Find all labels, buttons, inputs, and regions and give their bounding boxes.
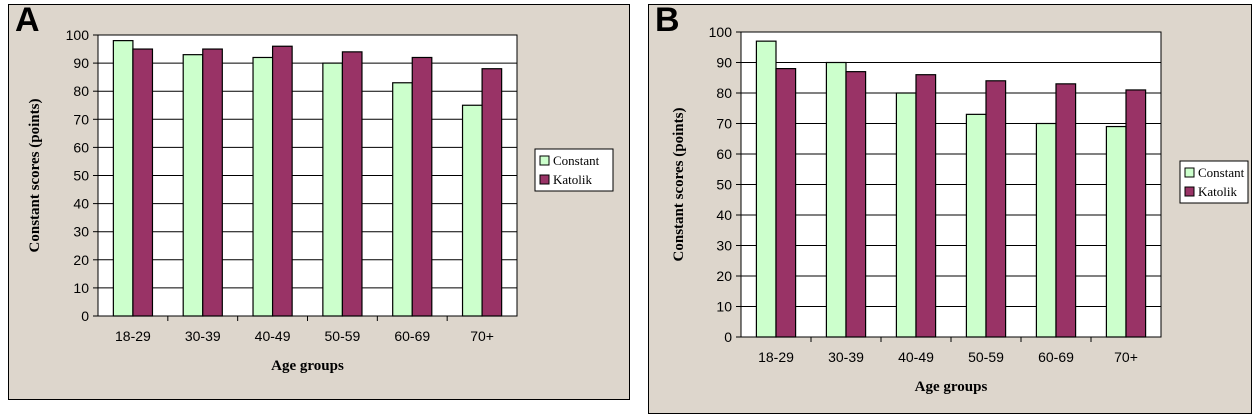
y-tick-label: 80 — [73, 83, 89, 99]
y-tick-label: 30 — [716, 238, 732, 254]
x-tick-label: 70+ — [470, 328, 494, 344]
y-tick-label: 70 — [716, 116, 732, 132]
x-tick-label: 60-69 — [1038, 349, 1074, 365]
bar-constant-60-69 — [392, 82, 413, 317]
y-tick-label: 20 — [73, 252, 89, 268]
x-tick-label: 70+ — [1114, 349, 1138, 365]
x-tick-label: 50-59 — [968, 349, 1004, 365]
x-tick-label: 60-69 — [394, 328, 430, 344]
legend-label-katolik: Katolik — [553, 172, 592, 187]
bar-katolik-18-29 — [775, 67, 797, 338]
chart-panel-a: A 0 10 20 30 40 50 60 70 80 90 100 18-29 30-39 40-49 5… — [8, 1, 630, 400]
y-tick-label: 10 — [73, 280, 89, 296]
x-tick-label: 50-59 — [325, 328, 361, 344]
legend-swatch-katolik — [1184, 186, 1195, 197]
bar-constant-70+ — [461, 104, 483, 317]
y-tick-label: 10 — [716, 299, 732, 315]
bar-constant-18-29 — [112, 40, 134, 317]
chart-panel-b: B 0 10 20 30 40 50 60 70 80 90 100 18-29 30-39 40-49 5… — [648, 1, 1252, 414]
bar-katolik-60-69 — [1055, 83, 1077, 338]
legend: Constant Katolik — [534, 148, 614, 192]
bar-chart-b: 0 10 20 30 40 50 60 70 80 90 100 18-29 30-39 40-49 50-… — [671, 24, 1249, 395]
y-tick-label: 0 — [724, 329, 732, 345]
x-tick-label: 30-39 — [185, 328, 221, 344]
x-axis-label: Age groups — [271, 358, 344, 374]
y-axis-label: Constant scores (points) — [671, 108, 687, 262]
bar-constant-60-69 — [1035, 122, 1057, 338]
bar-katolik-40-49 — [271, 45, 293, 317]
y-tick-label: 50 — [716, 177, 732, 193]
y-tick-label: 100 — [709, 24, 733, 40]
y-tick-label: 100 — [66, 27, 90, 43]
y-axis-label: Constant scores (points) — [27, 99, 43, 253]
bar-katolik-18-29 — [132, 48, 154, 317]
y-tick-label: 70 — [73, 111, 89, 127]
x-tick-label: 18-29 — [115, 328, 151, 344]
x-tick-label: 40-49 — [898, 349, 934, 365]
panel-label-a: A — [15, 1, 40, 39]
y-tick-label: 90 — [73, 55, 89, 71]
bar-katolik-70+ — [481, 68, 503, 317]
y-tick-label: 20 — [716, 268, 732, 284]
bar-katolik-50-59 — [341, 51, 363, 317]
legend: Constant Katolik — [1179, 160, 1249, 204]
y-tick-label: 90 — [716, 55, 732, 71]
legend-swatch-constant — [539, 155, 550, 166]
bar-katolik-70+ — [1125, 89, 1147, 338]
bar-constant-40-49 — [895, 92, 917, 338]
bar-katolik-30-39 — [845, 71, 867, 338]
bar-katolik-40-49 — [915, 74, 937, 338]
y-tick-label: 40 — [716, 207, 732, 223]
legend-swatch-constant — [1184, 167, 1195, 178]
bar-constant-50-59 — [965, 113, 987, 338]
legend-label-constant: Constant — [1198, 165, 1245, 180]
y-tick-label: 0 — [81, 308, 89, 324]
bar-constant-30-39 — [825, 61, 847, 338]
bar-constant-30-39 — [182, 54, 204, 317]
legend-label-constant: Constant — [553, 153, 600, 168]
legend-swatch-katolik — [539, 174, 550, 185]
bar-katolik-30-39 — [202, 48, 223, 317]
y-tick-label: 60 — [73, 139, 89, 155]
bar-katolik-60-69 — [411, 56, 433, 317]
bar-katolik-50-59 — [985, 80, 1007, 338]
x-axis-label: Age groups — [915, 379, 988, 395]
bar-constant-50-59 — [322, 62, 344, 317]
y-tick-label: 40 — [73, 196, 89, 212]
bar-constant-70+ — [1105, 125, 1127, 338]
legend-label-katolik: Katolik — [1198, 184, 1237, 199]
y-tick-label: 80 — [716, 85, 732, 101]
x-tick-label: 30-39 — [828, 349, 864, 365]
panel-label-b: B — [655, 1, 680, 39]
y-tick-label: 30 — [73, 224, 89, 240]
x-tick-label: 40-49 — [255, 328, 291, 344]
bar-constant-40-49 — [252, 56, 274, 317]
bar-chart-a: 0 10 20 30 40 50 60 70 80 90 100 18-29 30-39 40-49 50-… — [27, 27, 614, 374]
x-tick-label: 18-29 — [758, 349, 794, 365]
y-tick-label: 60 — [716, 146, 732, 162]
y-tick-label: 50 — [73, 168, 89, 184]
bar-constant-18-29 — [755, 40, 777, 338]
